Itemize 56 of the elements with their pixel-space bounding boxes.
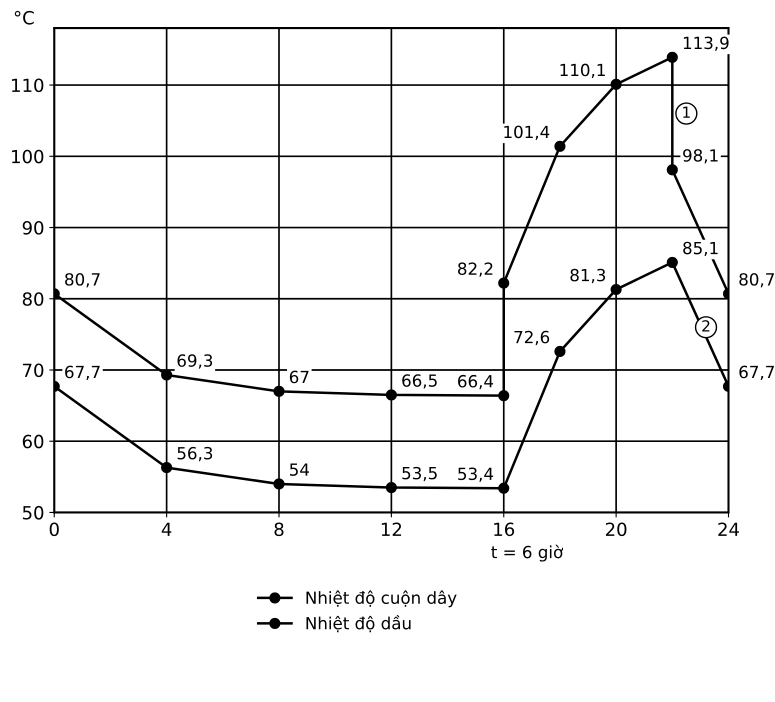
data-label: 53,5 — [402, 466, 437, 482]
annotation: 2 — [702, 320, 710, 332]
point — [273, 386, 285, 397]
data-label: 110,1 — [560, 64, 605, 78]
data-label: 67,7 — [65, 366, 100, 380]
y-tick-label: 60 — [22, 434, 44, 448]
data-label: 72,6 — [514, 330, 550, 346]
x-tick-label: 20 — [606, 522, 626, 536]
data-label: 98,1 — [683, 149, 718, 164]
point — [273, 478, 285, 490]
point — [554, 346, 566, 358]
data-label: 66,4 — [458, 374, 494, 390]
point — [386, 482, 397, 494]
data-label: 54 — [290, 463, 309, 476]
point — [161, 369, 172, 381]
point — [386, 389, 397, 400]
point — [610, 78, 622, 90]
point — [666, 52, 678, 63]
point — [498, 278, 510, 289]
point — [666, 256, 678, 268]
data-label: 67 — [290, 370, 309, 384]
text: t = 6 giờ — [491, 544, 564, 562]
x-tick-label: 0 — [50, 522, 59, 536]
point — [554, 140, 566, 152]
y-tick-label: 80 — [22, 292, 44, 306]
x-tick-label: 16 — [494, 522, 514, 536]
x-tick-label: 8 — [274, 522, 284, 536]
y-axis-title: °C — [14, 10, 34, 25]
data-label: 80,7 — [65, 273, 100, 288]
data-label: 113,9 — [684, 36, 729, 51]
y-tick-label: 110 — [12, 78, 44, 92]
legend-label: Nhiệt độ cuộn dây — [306, 590, 457, 608]
data-label: 56,3 — [178, 446, 212, 462]
x-tick-label: 12 — [382, 522, 402, 536]
data-label: 69,3 — [178, 354, 212, 369]
point — [666, 164, 678, 176]
y-tick-label: 70 — [23, 363, 44, 378]
data-label: 80,7 — [739, 273, 774, 288]
data-label: 85,1 — [683, 242, 718, 256]
data-label: 66,5 — [402, 374, 437, 389]
legend-label: Nhiệt độ dầu — [306, 615, 411, 632]
y-tick-label: 90 — [22, 220, 44, 235]
data-label: 53,4 — [458, 468, 494, 482]
annotation: 1 — [683, 106, 690, 118]
point — [610, 284, 622, 296]
x-tick-label: 4 — [162, 522, 172, 536]
point — [498, 482, 510, 494]
data-label: 101,4 — [504, 126, 550, 140]
data-label: 81,3 — [570, 268, 606, 284]
y-tick-label: 50 — [22, 506, 44, 520]
point — [161, 462, 172, 474]
data-label: 82,2 — [458, 262, 492, 277]
y-tick-label: 100 — [12, 150, 44, 164]
data-label: 67,7 — [739, 366, 774, 380]
x-tick-label: 24 — [718, 522, 739, 536]
point — [498, 390, 510, 402]
